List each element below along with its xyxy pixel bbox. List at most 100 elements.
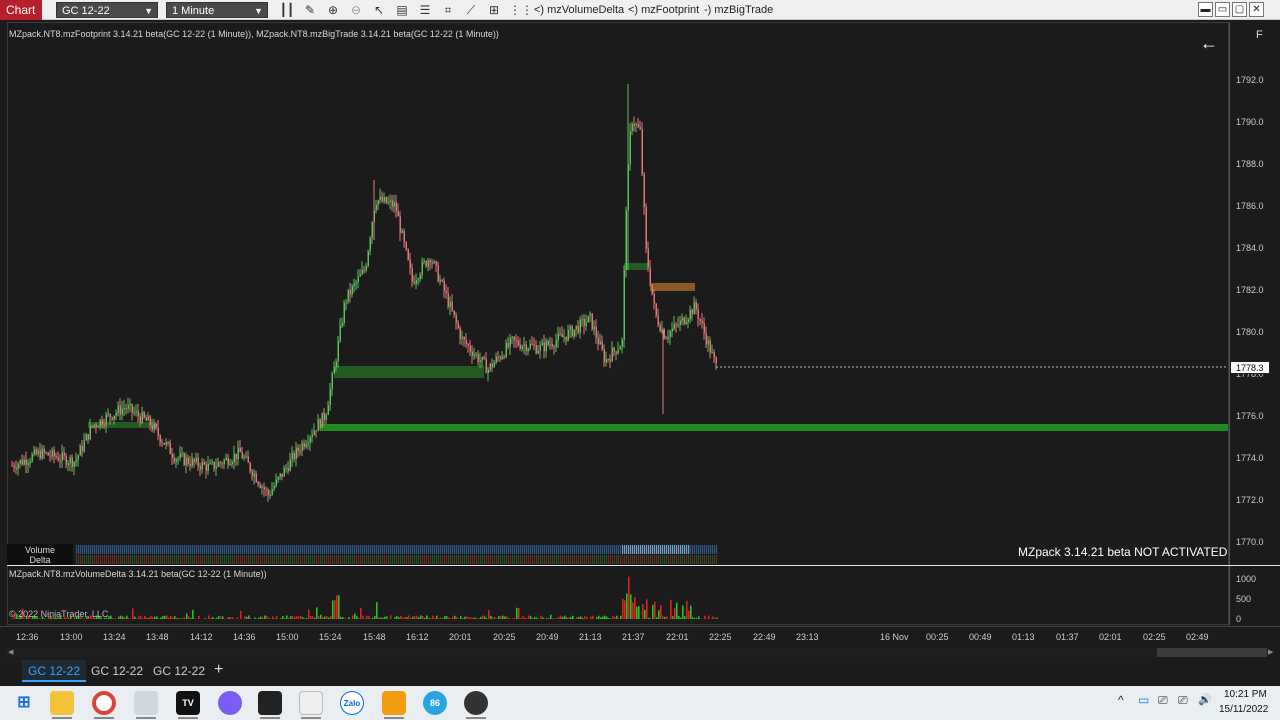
ninjatrader-icon[interactable]: [258, 691, 282, 715]
delta-strip-cell: [568, 555, 570, 564]
indicators-icon[interactable]: ⟋: [466, 3, 476, 17]
candle-body: [385, 197, 387, 204]
volume-strip-cell: [554, 545, 556, 554]
candle-body: [169, 442, 171, 454]
volume-bar: [540, 615, 542, 619]
indicator-mzfootprint[interactable]: <) mzFootprint: [628, 4, 700, 16]
volume-strip-cell: [702, 545, 704, 554]
delta-strip-cell: [240, 555, 242, 564]
candle-body: [49, 455, 51, 457]
delta-strip-cell: [94, 555, 96, 564]
candle-body: [599, 341, 601, 345]
candle-body: [631, 123, 633, 131]
delta-strip-cell: [92, 555, 94, 564]
tradingview-icon[interactable]: TV: [176, 691, 200, 715]
zalo-icon[interactable]: Zalo: [340, 691, 364, 715]
candle-body: [199, 466, 201, 470]
delta-strip-cell: [642, 555, 644, 564]
volume-bar: [318, 616, 320, 619]
horizontal-scrollbar-thumb[interactable]: [1157, 648, 1267, 657]
instrument-selector[interactable]: GC 12-22 ▼: [56, 2, 158, 18]
indicator-mzbigtrade[interactable]: -) mzBigTrade: [704, 4, 774, 16]
delta-strip-cell: [634, 555, 636, 564]
volume-bar: [58, 617, 60, 619]
volume-strip-cell: [198, 545, 200, 554]
delta-strip-cell: [582, 555, 584, 564]
volume-bar: [520, 618, 522, 619]
app-orange-icon[interactable]: [382, 691, 406, 715]
time-axis[interactable]: [0, 626, 1280, 648]
candle-body: [715, 357, 717, 365]
file-explorer-icon[interactable]: [50, 691, 74, 715]
photos-icon[interactable]: [134, 691, 158, 715]
clock-time[interactable]: 10:21 PM: [1224, 689, 1267, 700]
candle-body: [247, 456, 249, 463]
delta-strip-cell: [138, 555, 140, 564]
volume-bar: [32, 615, 34, 619]
candle-body: [349, 289, 351, 295]
indicator-mzvolumedelta[interactable]: <) mzVolumeDelta: [534, 4, 625, 16]
obs-icon[interactable]: [464, 691, 488, 715]
candle-body: [251, 471, 253, 477]
delta-strip-cell: [218, 555, 220, 564]
panel-divider[interactable]: [7, 565, 1280, 566]
volume-bar: [608, 618, 610, 619]
volume-bar: [514, 617, 516, 619]
candle-body: [437, 265, 439, 282]
tab-gc-12-22[interactable]: GC 12-22: [153, 664, 206, 678]
messenger-icon[interactable]: [218, 691, 242, 715]
data-box-icon[interactable]: ▤: [396, 3, 408, 17]
candle-body: [111, 417, 113, 420]
tab-gc-12-22-active[interactable]: GC 12-22: [22, 660, 87, 682]
price-label: 1786.0: [1236, 201, 1264, 211]
back-arrow-icon[interactable]: ←: [1200, 33, 1218, 53]
close-button[interactable]: ✕: [1249, 2, 1264, 17]
volume-icon[interactable]: 🔊: [1198, 694, 1212, 706]
restore-button[interactable]: ▭: [1215, 2, 1230, 17]
add-tab-button[interactable]: +: [214, 661, 224, 678]
delta-strip-cell: [658, 555, 660, 564]
clock-date[interactable]: 15/11/2022: [1219, 704, 1269, 715]
zoom-in-icon[interactable]: ⊕: [327, 3, 339, 17]
network-icon[interactable]: ⎚: [1158, 693, 1168, 707]
candle-body: [119, 405, 121, 415]
scroll-right-icon[interactable]: ▶: [1268, 649, 1274, 656]
interval-selector[interactable]: 1 Minute ▼: [166, 2, 268, 18]
bars-icon[interactable]: ┃┃: [279, 3, 295, 17]
network-icon[interactable]: ⎚: [1178, 693, 1188, 707]
candle-body: [167, 442, 169, 444]
show-hidden-icons[interactable]: ^: [1118, 693, 1124, 707]
delta-strip-cell: [258, 555, 260, 564]
minimize-button[interactable]: ▬: [1198, 2, 1213, 17]
candle-body: [139, 416, 141, 423]
windows-start-icon[interactable]: ⊞: [17, 694, 31, 711]
delta-strip-cell: [460, 555, 462, 564]
volume-bar: [634, 596, 636, 619]
telegram-icon[interactable]: 86: [423, 691, 447, 715]
maximize-button[interactable]: ▢: [1232, 2, 1247, 17]
drawing-tools-icon[interactable]: ⌗: [444, 3, 452, 17]
properties-icon[interactable]: ☰: [419, 3, 431, 17]
pencil-icon[interactable]: ✎: [304, 3, 316, 17]
volume-bar: [422, 616, 424, 619]
chrome-icon[interactable]: [92, 691, 116, 715]
candle-body: [125, 407, 127, 409]
volume-strip-cell: [236, 545, 238, 554]
zoom-out-icon[interactable]: ⊖: [350, 3, 362, 17]
candle-body: [45, 452, 47, 454]
keyboard-icon[interactable]: ▭: [1138, 693, 1150, 707]
horizontal-scroll-track[interactable]: [7, 648, 1157, 657]
f-button[interactable]: F: [1256, 29, 1263, 41]
tab-gc-12-22[interactable]: GC 12-22: [91, 664, 144, 678]
delta-strip-cell: [364, 555, 366, 564]
candle-body: [575, 325, 577, 330]
pointer-icon[interactable]: ↖: [373, 3, 385, 17]
app-icon[interactable]: [299, 691, 323, 715]
delta-strip-cell: [228, 555, 230, 564]
strategies-icon[interactable]: ⊞: [488, 3, 500, 17]
delta-strip-cell: [540, 555, 542, 564]
volume-strip-cell: [328, 545, 330, 554]
price-axis[interactable]: [1229, 22, 1280, 625]
scroll-left-icon[interactable]: ◀: [8, 649, 14, 656]
